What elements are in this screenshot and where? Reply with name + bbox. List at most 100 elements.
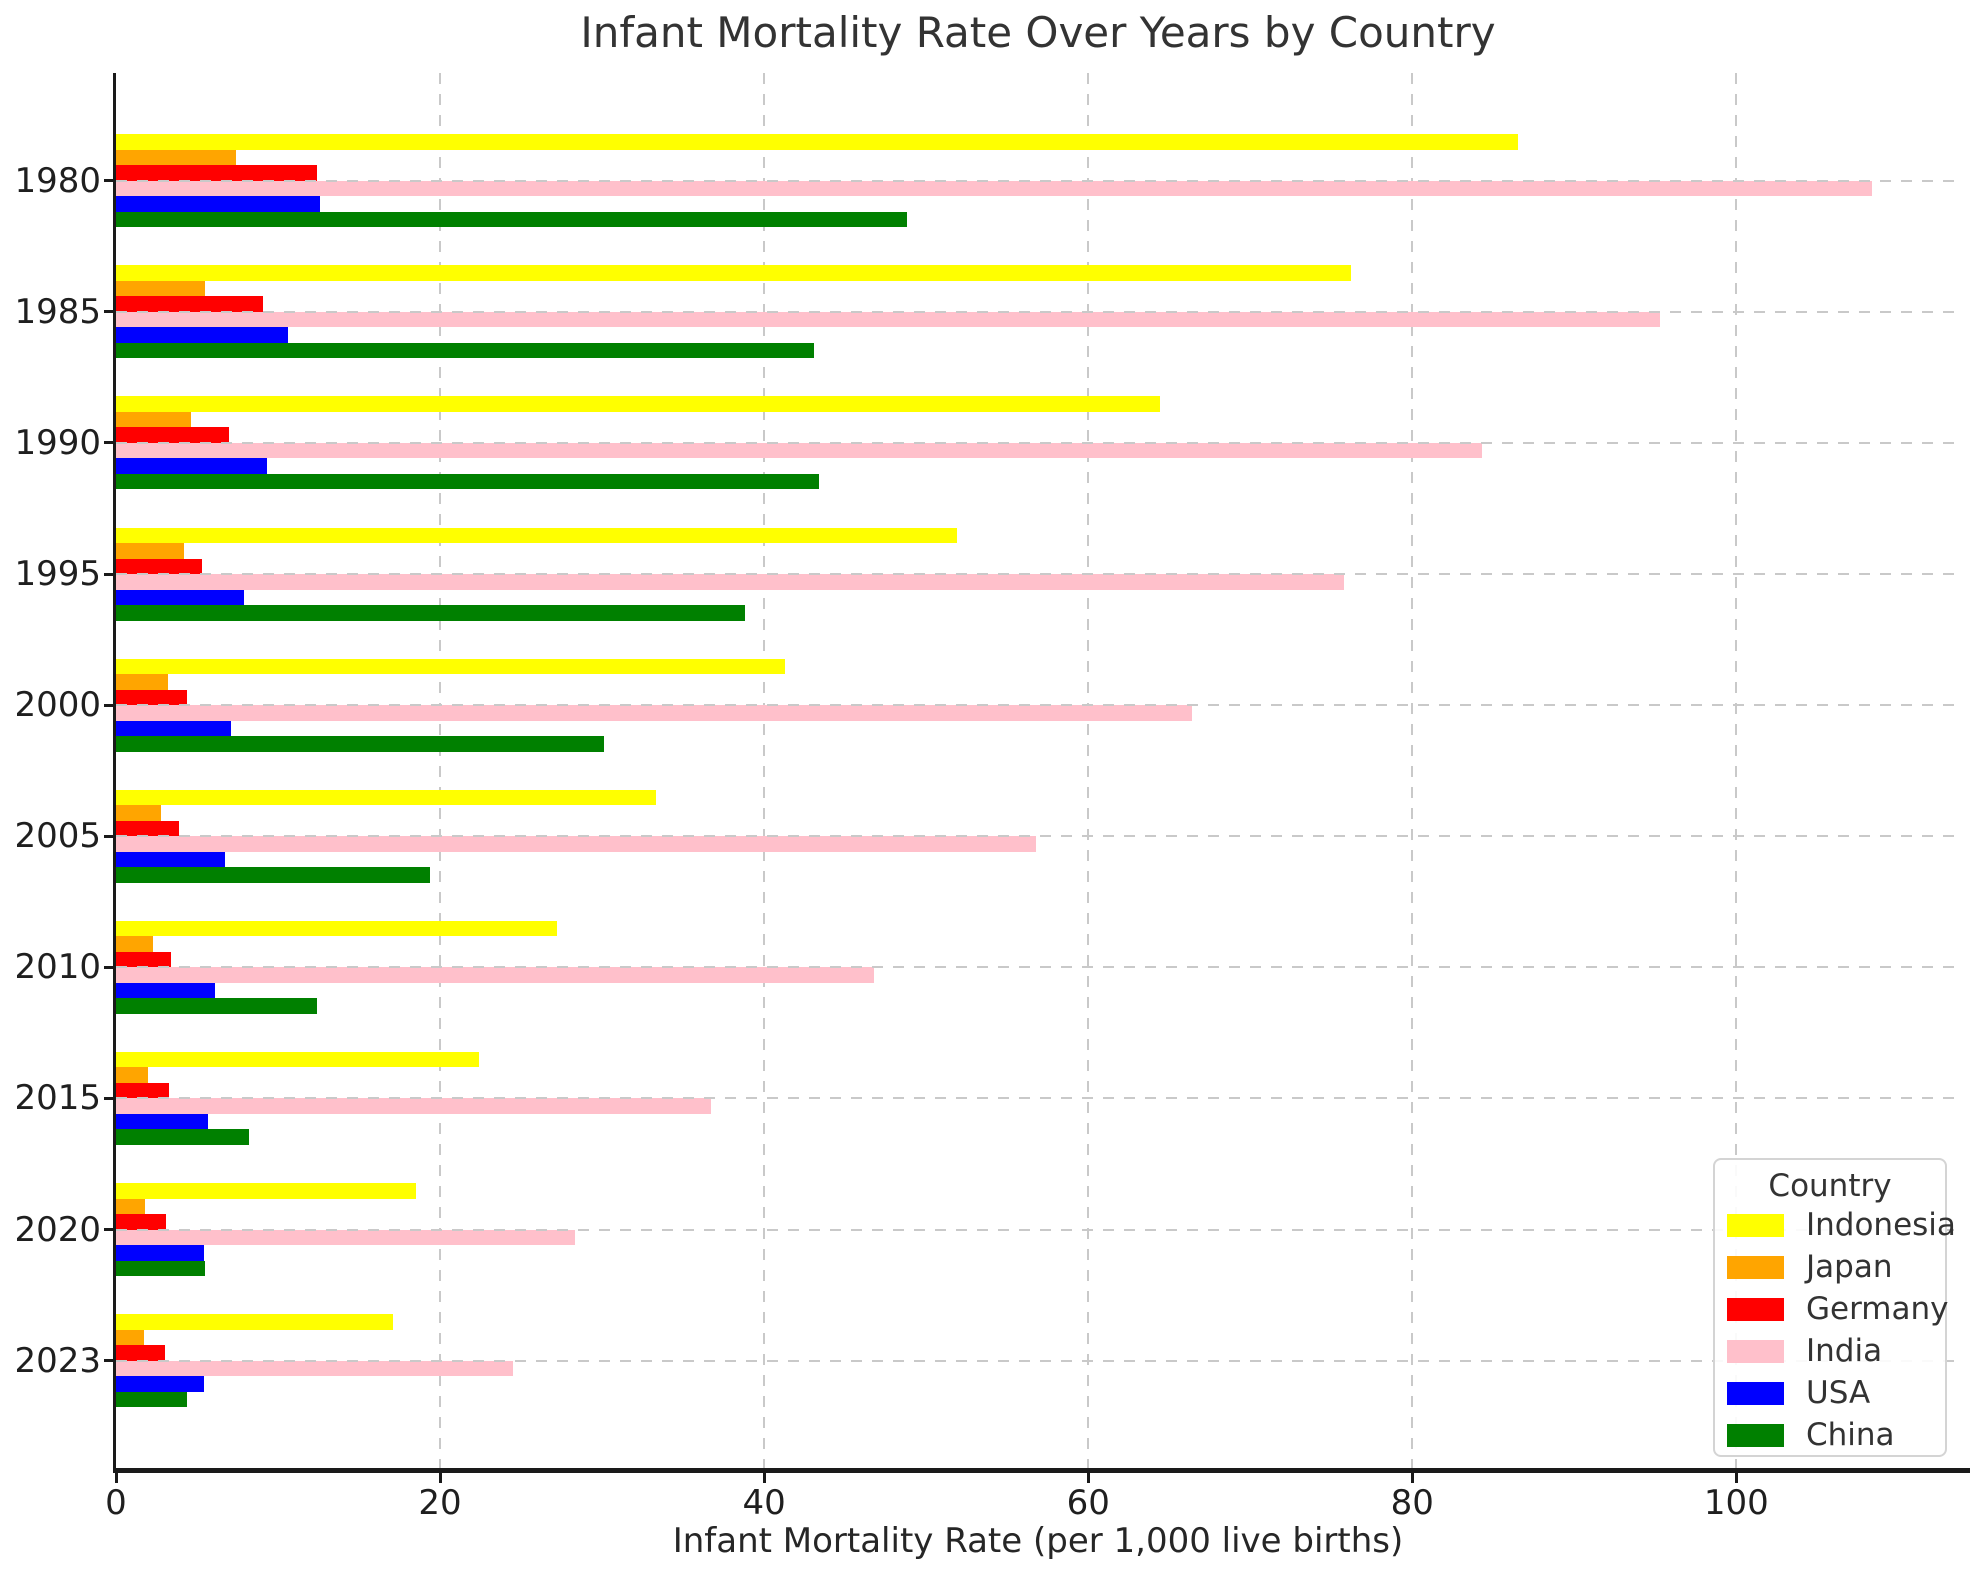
- y-tick-1980: [104, 179, 116, 183]
- x-tick-label-20: 20: [418, 1483, 462, 1523]
- legend-swatch-japan: [1727, 1255, 1784, 1279]
- bar-japan-1980: [116, 149, 236, 166]
- bar-germany-1995: [116, 558, 202, 574]
- gridline-x-40: [763, 73, 766, 1468]
- bar-china-2023: [116, 1391, 188, 1408]
- bar-indonesia-2015: [116, 1051, 479, 1068]
- gridline-x-100: [1735, 73, 1738, 1468]
- bar-china-2015: [116, 1129, 249, 1145]
- gridline-y-2000: [116, 704, 1960, 707]
- bar-japan-2023: [116, 1329, 144, 1346]
- legend-items: Indonesia Japan Germany India USA China: [1715, 1204, 1956, 1456]
- legend-item-japan: Japan: [1715, 1246, 1945, 1288]
- legend-label-india: India: [1806, 1333, 1883, 1369]
- gridline-y-1980: [116, 179, 1960, 182]
- bar-germany-2020: [116, 1214, 167, 1230]
- bar-indonesia-2010: [116, 920, 557, 937]
- bar-germany-2005: [116, 820, 180, 837]
- bar-china-1995: [116, 605, 745, 621]
- x-tick-label-100: 100: [1703, 1483, 1769, 1523]
- y-tick-label-1985: 1985: [14, 291, 101, 332]
- bar-india-2005: [116, 836, 1037, 852]
- x-tick-40: [762, 1473, 766, 1483]
- legend-label-germany: Germany: [1806, 1291, 1949, 1327]
- bar-usa-2023: [116, 1376, 204, 1392]
- y-tick-label-1995: 1995: [14, 554, 101, 594]
- x-tick-label-60: 60: [1066, 1483, 1110, 1523]
- y-tick-label-2000: 2000: [14, 685, 101, 726]
- y-tick-1995: [104, 572, 116, 576]
- legend-item-china: China: [1715, 1414, 1945, 1456]
- bar-japan-1995: [116, 543, 185, 559]
- bar-japan-1985: [116, 280, 206, 297]
- bar-india-2015: [116, 1098, 711, 1114]
- x-tick-80: [1410, 1473, 1414, 1483]
- bar-germany-1980: [116, 165, 317, 181]
- bar-china-1985: [116, 342, 815, 359]
- bar-indonesia-1985: [116, 265, 1351, 281]
- bar-indonesia-1990: [116, 396, 1160, 412]
- bar-germany-2015: [116, 1082, 170, 1099]
- bar-china-2000: [116, 736, 604, 752]
- x-axis-label: Infant Mortality Rate (per 1,000 live bi…: [672, 1521, 1404, 1561]
- bar-india-1985: [116, 311, 1661, 328]
- y-tick-label-1980: 1980: [14, 160, 101, 201]
- legend-item-germany: Germany: [1715, 1288, 1949, 1330]
- y-tick-1990: [104, 441, 116, 445]
- y-tick-2023: [104, 1359, 116, 1363]
- legend-label-usa: USA: [1806, 1375, 1871, 1411]
- bar-usa-2020: [116, 1245, 204, 1261]
- x-tick-0: [114, 1473, 118, 1483]
- y-tick-2010: [104, 965, 116, 969]
- bar-china-1990: [116, 473, 820, 490]
- bar-indonesia-2005: [116, 789, 656, 806]
- y-tick-label-1990: 1990: [14, 422, 101, 463]
- bar-indonesia-1995: [116, 527, 957, 543]
- legend-item-usa: USA: [1715, 1372, 1945, 1414]
- legend-swatch-usa: [1727, 1381, 1784, 1405]
- x-tick-100: [1734, 1473, 1738, 1483]
- y-tick-label-2010: 2010: [14, 947, 101, 988]
- bar-germany-2023: [116, 1345, 165, 1361]
- bar-india-2020: [116, 1229, 575, 1245]
- bar-china-2010: [116, 998, 317, 1014]
- bar-usa-1980: [116, 196, 321, 212]
- gridline-y-1990: [116, 441, 1960, 444]
- bar-germany-1985: [116, 296, 264, 312]
- y-tick-label-2020: 2020: [14, 1209, 101, 1250]
- bar-india-2023: [116, 1360, 513, 1377]
- bar-indonesia-2000: [116, 658, 786, 675]
- y-tick-label-2015: 2015: [14, 1078, 101, 1119]
- bar-japan-2010: [116, 936, 154, 952]
- gridline-y-2005: [116, 835, 1960, 838]
- gridline-y-2020: [116, 1228, 1960, 1231]
- y-tick-2000: [104, 703, 116, 707]
- bar-usa-2000: [116, 720, 232, 737]
- bar-usa-2015: [116, 1113, 209, 1130]
- legend: Country Indonesia Japan Germany India USA Chi…: [1713, 1158, 1956, 1457]
- y-tick-label-2005: 2005: [14, 816, 101, 857]
- bar-germany-2010: [116, 951, 172, 968]
- gridline-y-2023: [116, 1359, 1960, 1362]
- bar-china-2020: [116, 1260, 206, 1276]
- bar-usa-1990: [116, 458, 267, 474]
- chart-title: Infant Mortality Rate Over Years by Coun…: [580, 8, 1496, 57]
- legend-swatch-indonesia: [1727, 1213, 1784, 1237]
- bar-india-1980: [116, 180, 1873, 197]
- gridline-x-80: [1411, 73, 1414, 1468]
- legend-label-china: China: [1806, 1417, 1895, 1453]
- legend-swatch-india: [1727, 1339, 1784, 1363]
- y-tick-1985: [104, 310, 116, 314]
- y-axis-spine: [113, 73, 116, 1473]
- y-tick-2005: [104, 834, 116, 838]
- gridline-y-2015: [116, 1097, 1960, 1100]
- bar-usa-2010: [116, 982, 215, 999]
- bar-germany-1990: [116, 427, 230, 443]
- bar-japan-2015: [116, 1067, 149, 1083]
- bar-india-2000: [116, 705, 1192, 721]
- bar-china-2005: [116, 867, 431, 883]
- bar-india-2010: [116, 967, 875, 983]
- legend-item-indonesia: Indonesia: [1715, 1204, 1956, 1246]
- legend-title: Country: [1768, 1168, 1892, 1204]
- bar-india-1995: [116, 574, 1345, 590]
